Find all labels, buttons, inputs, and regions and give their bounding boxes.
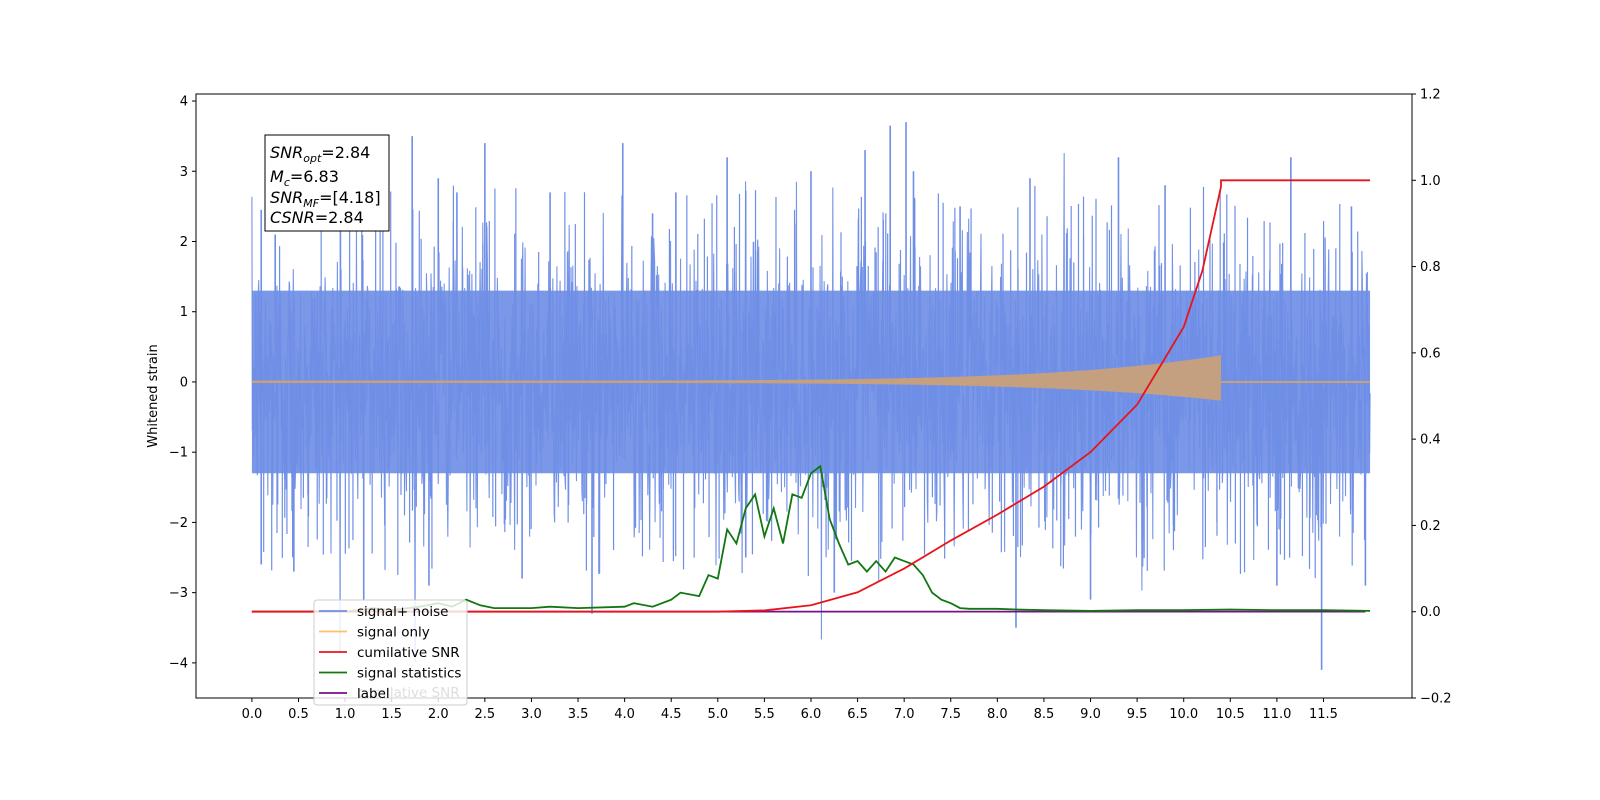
y2-tick-label: 0.4 — [1420, 433, 1441, 448]
x-tick-label: 10.5 — [1216, 707, 1245, 722]
annotation-snr-mf: SNRMF=[4.18] — [270, 188, 381, 210]
legend-item-label: cumilative SNR — [357, 645, 460, 661]
legend-item-label: signal+ noise — [357, 604, 448, 620]
annotation-csnr: CSNR=2.84 — [270, 208, 364, 227]
x-tick-label: 9.0 — [1080, 707, 1101, 722]
y2-tick-label: 1.0 — [1420, 174, 1441, 189]
y-tick-label: 0 — [180, 375, 188, 390]
x-tick-label: 7.5 — [940, 707, 961, 722]
x-tick-label: 3.5 — [568, 707, 589, 722]
y-tick-label: −2 — [169, 516, 188, 531]
x-tick-label: 9.5 — [1127, 707, 1148, 722]
y-tick-label: −4 — [169, 656, 188, 671]
legend-item-label: signal only — [357, 625, 430, 641]
y2-tick-label: 0.6 — [1420, 346, 1441, 361]
x-tick-label: 1.0 — [335, 707, 356, 722]
x-tick-label: 0.5 — [288, 707, 309, 722]
x-tick-label: 6.5 — [847, 707, 868, 722]
stats-annotation: SNRopt=2.84 Mc=6.83 SNRMF=[4.18] CSNR=2.… — [264, 134, 390, 232]
y2-tick-label: 0.0 — [1420, 605, 1441, 620]
legend-overlapped-text: cumilative SNR — [357, 685, 460, 701]
y-tick-label: 3 — [180, 165, 188, 180]
y2-tick-label: 0.8 — [1420, 260, 1441, 275]
x-tick-label: 6.0 — [801, 707, 822, 722]
y2-tick-label: 0.2 — [1420, 519, 1441, 534]
x-tick-label: 10.0 — [1169, 707, 1198, 722]
signal-only-chirp — [251, 355, 1221, 401]
annotation-snr-opt: SNRopt=2.84 — [270, 143, 370, 165]
x-tick-label: 5.0 — [707, 707, 728, 722]
signal-statistics-line — [251, 464, 1371, 613]
x-tick-label: 2.5 — [475, 707, 496, 722]
x-tick-label: 8.0 — [987, 707, 1008, 722]
x-tick-label: 2.0 — [428, 707, 449, 722]
y-tick-label: −1 — [169, 446, 188, 461]
legend: cumilative SNR signal+ noise signal only c… — [313, 599, 468, 706]
cumulative-snr-line — [251, 179, 1371, 613]
legend-item-label: signal statistics — [357, 666, 461, 682]
legend-box — [313, 599, 468, 706]
y2-tick-label: −0.2 — [1420, 692, 1452, 707]
x-tick-label: 8.5 — [1034, 707, 1055, 722]
x-tick-label: 1.5 — [381, 707, 402, 722]
x-tick-label: 4.0 — [614, 707, 635, 722]
x-tick-label: 7.0 — [894, 707, 915, 722]
axes: 0.0 0.5 1.0 1.5 2.0 2.5 3.0 3.5 4.0 4.5 5.0 5.5 6.0 6… — [169, 88, 1452, 723]
y-tick-label: 4 — [180, 95, 188, 110]
annotation-box — [264, 134, 390, 232]
x-tick-label: 11.0 — [1262, 707, 1291, 722]
y-tick-label: 1 — [180, 305, 188, 320]
x-tick-label: 11.5 — [1309, 707, 1338, 722]
y-tick-label: −3 — [169, 586, 188, 601]
x-tick-label: 3.0 — [521, 707, 542, 722]
annotation-mc: Mc=6.83 — [270, 167, 339, 189]
axes-frame — [195, 93, 1413, 699]
x-tick-label: 5.5 — [754, 707, 775, 722]
x-tick-label: 0.0 — [242, 707, 263, 722]
plot-area — [251, 122, 1371, 670]
y-tick-label: 2 — [180, 235, 188, 250]
legend-item-label: label — [357, 686, 390, 702]
y-axis-label: Whitened strain — [146, 344, 161, 447]
x-tick-label: 4.5 — [661, 707, 682, 722]
y2-tick-label: 1.2 — [1420, 88, 1441, 103]
